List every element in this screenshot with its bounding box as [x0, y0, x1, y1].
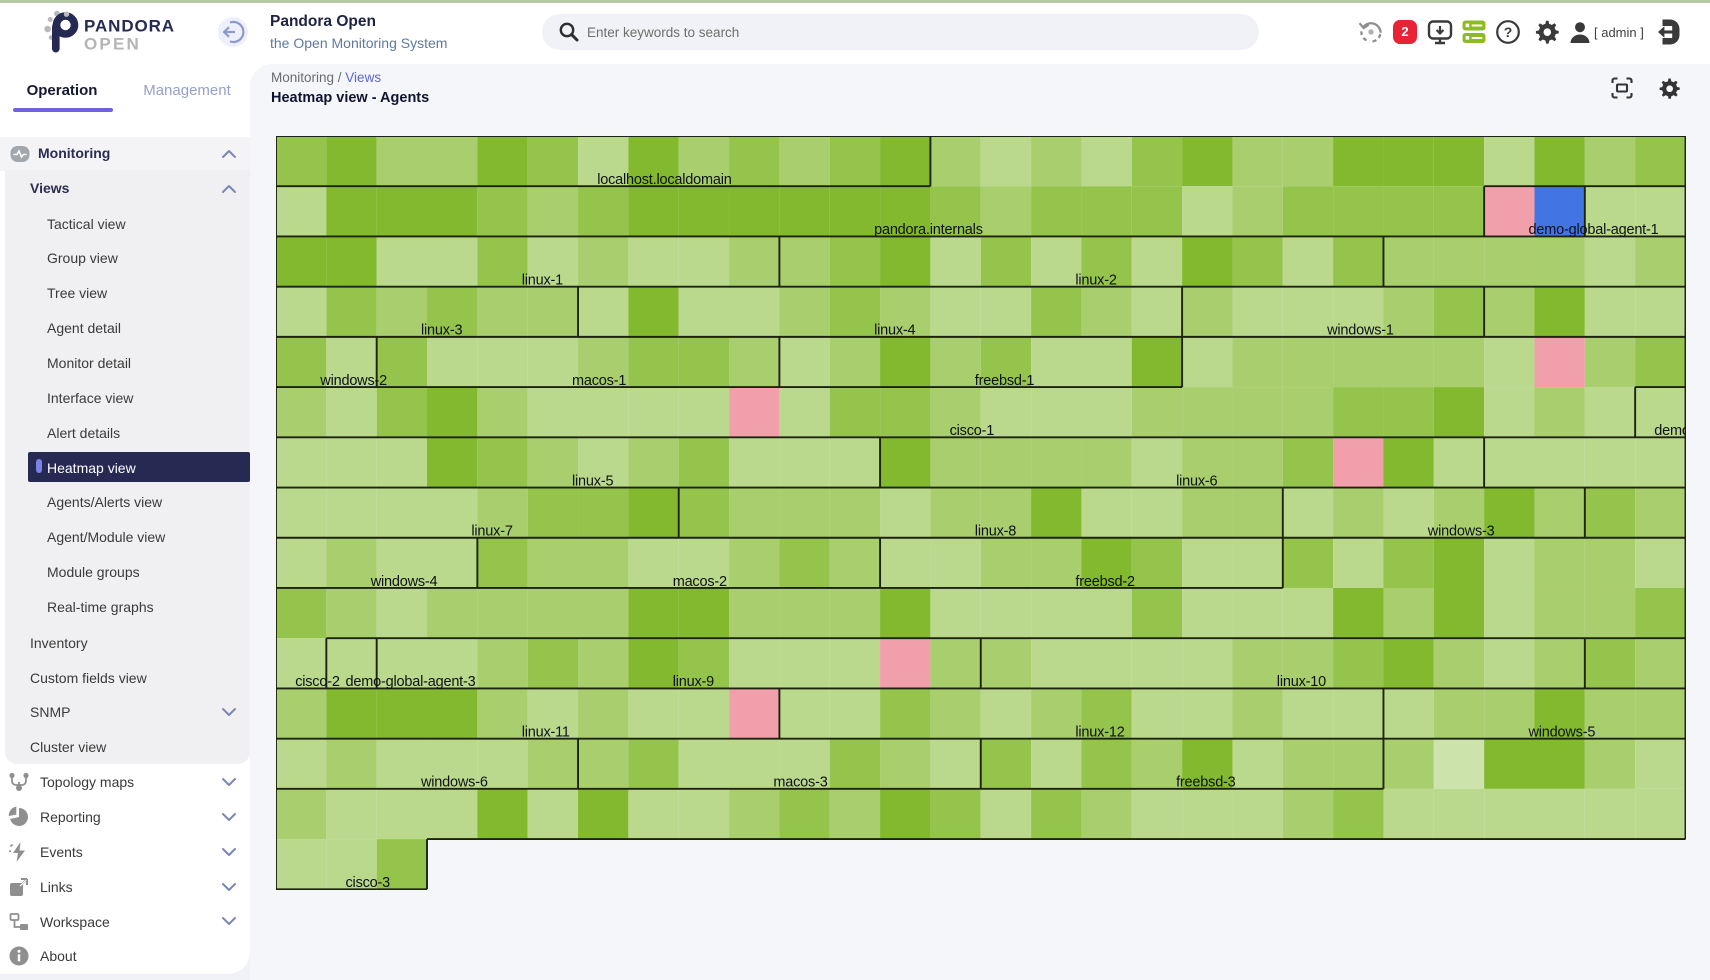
svg-text:freebsd-2: freebsd-2: [1075, 574, 1135, 590]
svg-text:PANDORA: PANDORA: [84, 17, 175, 36]
svg-text:linux-8: linux-8: [974, 524, 1015, 540]
svg-text:linux-4: linux-4: [874, 323, 915, 339]
svg-text:linux-9: linux-9: [672, 674, 713, 690]
svg-text:freebsd-1: freebsd-1: [974, 373, 1034, 389]
svg-text:linux-1: linux-1: [521, 273, 562, 289]
svg-text:OPEN: OPEN: [84, 35, 141, 54]
svg-text:?: ?: [1504, 24, 1513, 40]
svg-text:demo-global-agent-2: demo-global-agent-2: [1654, 423, 1686, 439]
svg-text:linux-7: linux-7: [471, 524, 512, 540]
svg-text:demo-global-agent-3: demo-global-agent-3: [345, 674, 475, 690]
svg-text:cisco-1: cisco-1: [949, 423, 994, 439]
svg-text:windows-4: windows-4: [369, 574, 437, 590]
svg-text:cisco-3: cisco-3: [345, 875, 390, 890]
svg-text:macos-3: macos-3: [773, 775, 827, 791]
svg-text:demo-global-agent-1: demo-global-agent-1: [1528, 222, 1658, 238]
svg-text:linux-11: linux-11: [521, 725, 569, 741]
svg-text:linux-6: linux-6: [1176, 474, 1217, 490]
svg-text:linux-10: linux-10: [1276, 674, 1325, 690]
svg-text:pandora.internals: pandora.internals: [874, 222, 983, 238]
svg-text:windows-5: windows-5: [1527, 725, 1595, 741]
svg-text:localhost.localdomain: localhost.localdomain: [597, 172, 732, 188]
svg-text:windows-6: windows-6: [420, 775, 488, 791]
svg-text:windows-3: windows-3: [1426, 524, 1494, 540]
svg-text:cisco-2: cisco-2: [295, 674, 340, 690]
svg-text:linux-5: linux-5: [572, 474, 613, 490]
svg-text:freebsd-3: freebsd-3: [1176, 775, 1236, 791]
svg-text:linux-3: linux-3: [421, 323, 462, 339]
svg-text:windows-2: windows-2: [319, 373, 387, 389]
svg-text:macos-2: macos-2: [672, 574, 726, 590]
svg-text:macos-1: macos-1: [572, 373, 626, 389]
svg-text:linux-2: linux-2: [1075, 273, 1116, 289]
svg-text:linux-12: linux-12: [1075, 725, 1124, 741]
svg-text:windows-1: windows-1: [1326, 323, 1394, 339]
